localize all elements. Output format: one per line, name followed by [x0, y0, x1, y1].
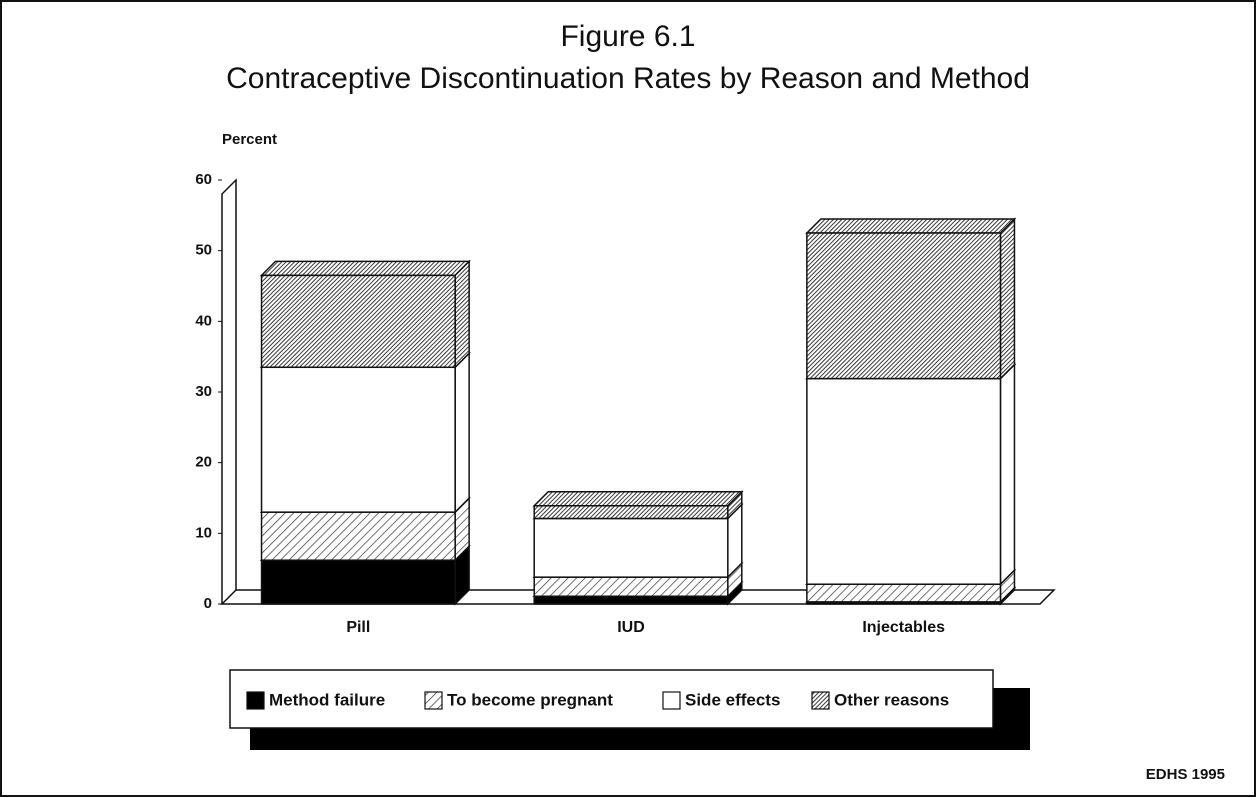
legend-box [229, 669, 994, 729]
bar-side [999, 217, 1016, 381]
y-tick-label: 10 [195, 524, 212, 541]
y-tick-label: 20 [195, 454, 212, 471]
y-tick-label: 40 [195, 312, 212, 329]
legend-swatch [424, 691, 443, 710]
bar [260, 511, 456, 561]
legend-label: Method failure [269, 690, 385, 709]
bar [533, 576, 729, 597]
x-tick-label: Injectables [862, 619, 945, 636]
bar [533, 595, 729, 605]
x-tick-label: IUD [617, 619, 645, 636]
bar [806, 377, 1002, 585]
bar [806, 232, 1002, 380]
bar [260, 366, 456, 513]
legend-label: Side effects [685, 690, 780, 709]
bar-side [454, 351, 470, 514]
y-tick-label: 0 [204, 595, 212, 612]
bar [533, 517, 729, 578]
y-axis-label: Percent [222, 131, 277, 148]
y-tick-label: 60 [195, 171, 212, 188]
bar-top [532, 491, 744, 507]
bar-side [999, 362, 1016, 587]
bar-top [259, 260, 471, 277]
legend-swatch [811, 691, 830, 710]
bar [260, 274, 456, 369]
back-wall [221, 178, 237, 604]
bar [260, 559, 456, 605]
chart-subtitle: Contraceptive Discontinuation Rates by R… [226, 62, 1030, 95]
legend-label: To become pregnant [447, 690, 613, 709]
y-tick-label: 30 [195, 383, 212, 400]
bar [533, 505, 729, 520]
legend-swatch [662, 691, 681, 710]
bar-side [454, 259, 470, 370]
x-tick-label: Pill [346, 619, 370, 636]
legend-swatch [246, 691, 265, 710]
y-tick-label: 50 [195, 242, 212, 259]
source: EDHS 1995 [1146, 766, 1225, 783]
legend-label: Other reasons [834, 690, 949, 709]
chart-title: Figure 6.1 [560, 20, 695, 53]
bar [806, 583, 1002, 603]
bar-top [805, 218, 1017, 234]
